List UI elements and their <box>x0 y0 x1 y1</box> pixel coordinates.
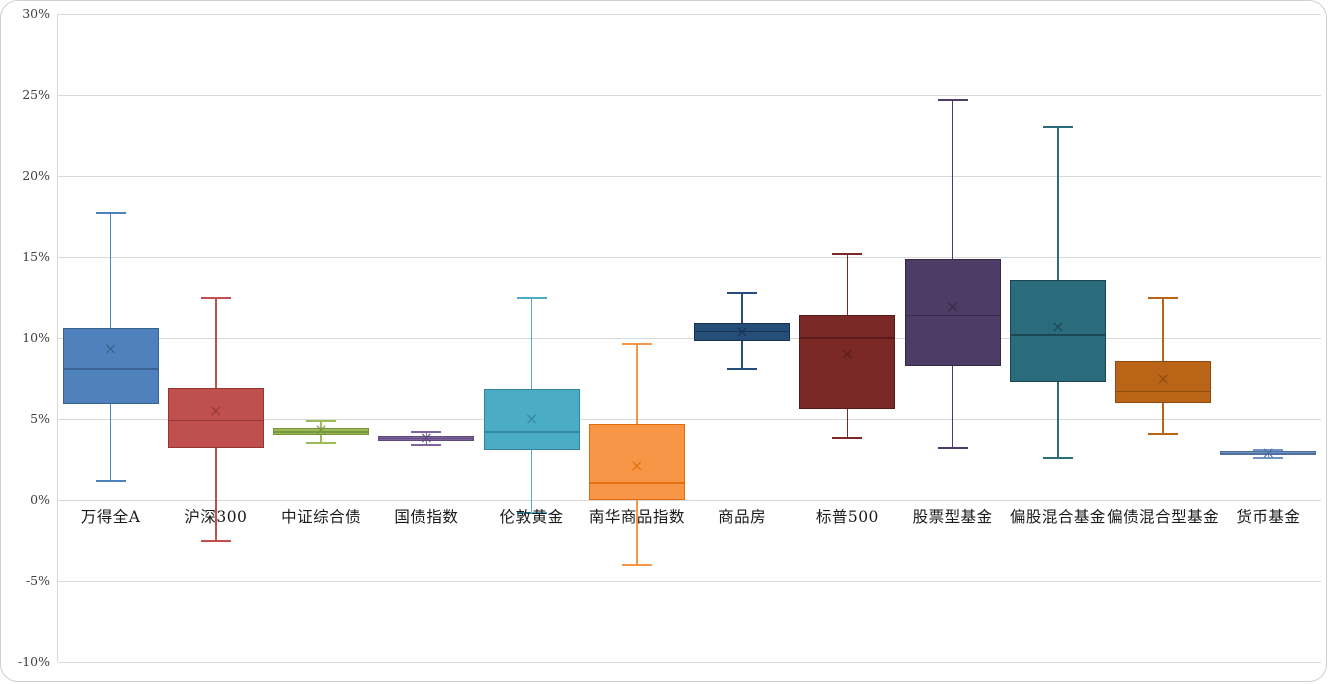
whisker-cap-low <box>411 443 442 446</box>
box-10 <box>1009 279 1106 382</box>
mean-marker: × <box>1051 316 1065 336</box>
whisker-cap-high <box>200 296 231 299</box>
whisker-cap-low <box>306 442 337 445</box>
y-tick-label: 15% <box>22 249 50 264</box>
category-label-8: 标普500 <box>815 508 879 526</box>
gridline <box>58 175 1321 177</box>
whisker-cap-low <box>832 437 863 440</box>
median-line <box>1009 333 1106 336</box>
box-2 <box>167 388 264 449</box>
box-7 <box>694 323 791 342</box>
whisker-cap-high <box>621 343 652 346</box>
mean-marker: × <box>103 339 118 359</box>
gridline <box>58 418 1321 420</box>
whisker-cap-low <box>1253 456 1284 459</box>
median-line <box>1115 390 1212 393</box>
whisker-cap-high <box>95 212 126 215</box>
whisker-cap-high <box>832 252 863 255</box>
box-11 <box>1115 360 1212 403</box>
y-tick-label: -5% <box>25 573 50 588</box>
box-8 <box>799 315 896 410</box>
mean-marker: × <box>209 400 223 420</box>
whisker-cap-low <box>1148 432 1179 435</box>
whisker-cap-high <box>306 420 337 423</box>
whisker-cap-low <box>937 447 968 450</box>
whisker-cap-high <box>1253 448 1284 451</box>
category-label-7: 商品房 <box>718 508 767 526</box>
whisker-cap-low <box>95 479 126 482</box>
mean-marker: × <box>1156 368 1170 388</box>
mean-marker: × <box>524 409 539 428</box>
mean-marker: × <box>945 297 960 317</box>
median-line <box>62 367 159 370</box>
mean-marker: × <box>735 322 749 342</box>
category-label-4: 国债指数 <box>394 508 459 526</box>
category-label-2: 沪深300 <box>184 508 248 526</box>
y-tick-label: 0% <box>30 492 50 507</box>
whisker-cap-low <box>621 563 652 566</box>
median-line <box>378 437 475 440</box>
category-label-11: 偏债混合型基金 <box>1107 508 1220 526</box>
category-label-5: 伦敦黄金 <box>499 508 564 526</box>
median-line <box>694 330 791 333</box>
gridline <box>58 661 1321 663</box>
whisker-cap-low <box>727 367 758 370</box>
y-tick-label: 25% <box>22 87 50 102</box>
gridline <box>58 13 1321 15</box>
whisker-cap-low <box>516 511 547 514</box>
y-tick-label: -10% <box>17 654 50 669</box>
whisker-cap-high <box>516 296 547 299</box>
plot-area: × 万得全A × 沪深300 × 中证综合债 × 国债指数 × 伦敦黄金 × 南华商品指数 × 商品房 × 标… <box>57 13 1321 663</box>
category-label-6: 南华商品指数 <box>588 508 685 526</box>
median-line <box>483 431 580 433</box>
whisker-cap-low <box>1042 456 1073 459</box>
box-1 <box>62 328 159 405</box>
category-label-9: 股票型基金 <box>912 508 993 526</box>
whisker-cap-high <box>411 430 442 433</box>
gridline <box>58 580 1321 582</box>
whisker-cap-high <box>1148 296 1179 299</box>
median-line <box>588 482 685 484</box>
whisker-cap-high <box>727 291 758 294</box>
mean-marker: × <box>419 428 434 448</box>
box-9 <box>904 258 1001 366</box>
category-label-12: 货币基金 <box>1236 508 1301 526</box>
y-tick-label: 20% <box>22 168 50 183</box>
median-line <box>167 419 264 422</box>
category-label-1: 万得全A <box>80 508 141 526</box>
whisker-cap-high <box>937 98 968 101</box>
median-line <box>799 337 896 339</box>
mean-marker: × <box>1261 443 1276 463</box>
gridline <box>58 337 1321 339</box>
y-tick-label: 30% <box>22 6 50 21</box>
box-6 <box>588 423 685 500</box>
whisker-cap-high <box>1042 126 1073 129</box>
median-line <box>273 431 370 433</box>
whisker-cap-low <box>200 539 231 542</box>
y-tick-label: 5% <box>30 411 50 426</box>
median-line <box>904 314 1001 317</box>
mean-marker: × <box>314 419 328 439</box>
mean-marker: × <box>630 455 644 475</box>
gridline <box>58 94 1321 96</box>
y-tick-label: 10% <box>22 330 50 345</box>
category-label-3: 中证综合债 <box>281 508 362 526</box>
gridline <box>58 499 1321 501</box>
mean-marker: × <box>840 344 855 364</box>
category-label-10: 偏股混合基金 <box>1009 508 1106 526</box>
box-5 <box>483 389 580 450</box>
gridline <box>58 256 1321 258</box>
median-line <box>1220 453 1317 455</box>
